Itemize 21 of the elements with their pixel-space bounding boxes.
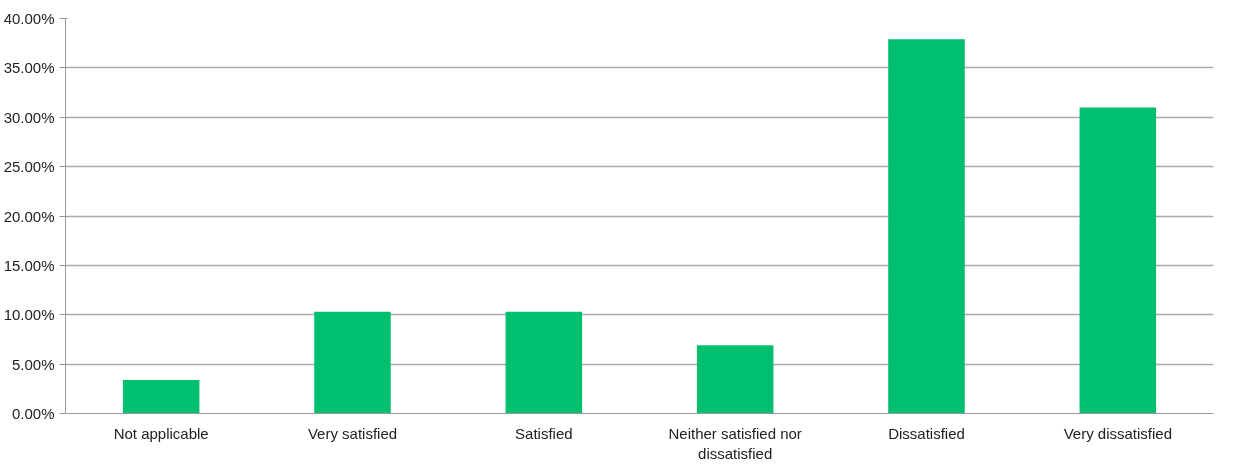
- x-tick-label: Very dissatisfied: [1063, 424, 1173, 442]
- y-tick-label: 40.00%: [3, 10, 55, 27]
- x-tick-label: Neither satisfied nor dissatisfied: [668, 424, 802, 462]
- y-tick-label: 20.00%: [3, 207, 55, 225]
- x-tick-label: Satisfied: [515, 424, 573, 442]
- y-tick-label: 30.00%: [3, 108, 55, 126]
- bar: [505, 311, 583, 414]
- x-tick-label: Dissatisfied: [888, 424, 965, 442]
- y-tick-label: 35.00%: [3, 59, 55, 77]
- x-tick-label: Not applicable: [113, 424, 209, 442]
- bar: [122, 379, 200, 414]
- bar: [314, 311, 391, 414]
- y-tick-label: 5.00%: [11, 355, 55, 373]
- bar: [888, 39, 965, 414]
- x-tick-label: Very satisfied: [307, 424, 398, 442]
- y-tick-label: 10.00%: [3, 306, 55, 324]
- bar: [696, 345, 774, 414]
- y-tick-label: 0.00%: [11, 405, 55, 422]
- bar: [1079, 107, 1157, 414]
- y-tick-label: 25.00%: [3, 158, 55, 176]
- y-tick-label: 15.00%: [3, 256, 55, 274]
